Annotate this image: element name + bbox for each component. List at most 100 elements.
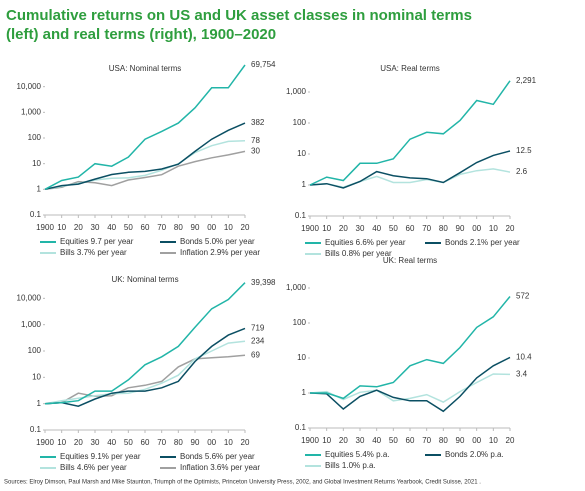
y-tick-label: 10 — [297, 149, 306, 158]
end-label: 572 — [516, 292, 530, 301]
x-tick-label: 80 — [174, 223, 183, 232]
y-tick-label: 10 — [297, 353, 306, 362]
chart-title: UK: Real terms — [383, 256, 437, 265]
y-tick-label: 0.1 — [295, 423, 307, 432]
series-line — [309, 373, 511, 403]
end-label: 12.5 — [516, 146, 532, 155]
end-label: 719 — [251, 324, 265, 333]
legend-label: Bonds 5.0% per year — [180, 237, 255, 246]
y-tick-label: 1 — [37, 399, 42, 408]
x-tick-label: 10 — [57, 438, 66, 447]
y-tick-label: 10 — [32, 372, 41, 381]
x-tick-label: 50 — [389, 436, 398, 445]
end-label: 3.4 — [516, 370, 528, 379]
x-tick-label: 10 — [224, 438, 233, 447]
x-tick-label: 20 — [506, 436, 515, 445]
end-label: 30 — [251, 147, 260, 156]
x-tick-label: 30 — [356, 436, 365, 445]
x-tick-label: 10 — [489, 224, 498, 233]
y-tick-label: 1 — [37, 184, 42, 193]
end-label: 69 — [251, 350, 260, 359]
x-tick-label: 90 — [191, 223, 200, 232]
legend-label: Bonds 2.0% p.a. — [445, 450, 504, 459]
x-tick-label: 00 — [207, 223, 216, 232]
x-tick-label: 40 — [372, 436, 381, 445]
legend-label: Inflation 3.6% per year — [180, 463, 260, 472]
series-line — [44, 122, 246, 191]
end-label: 10.4 — [516, 353, 532, 362]
legend-label: Bills 3.7% per year — [60, 248, 127, 257]
y-tick-label: 100 — [28, 133, 42, 142]
x-tick-label: 20 — [241, 438, 250, 447]
legend-label: Equities 9.1% per year — [60, 452, 141, 461]
y-tick-label: 0.1 — [30, 210, 42, 219]
x-tick-label: 80 — [439, 436, 448, 445]
end-label: 2,291 — [516, 76, 537, 85]
x-tick-label: 60 — [406, 436, 415, 445]
x-tick-label: 1900 — [301, 436, 319, 445]
x-tick-label: 00 — [207, 438, 216, 447]
legend-label: Equities 5.4% p.a. — [325, 450, 389, 459]
y-tick-label: 100 — [293, 118, 307, 127]
x-tick-label: 10 — [322, 436, 331, 445]
end-label: 234 — [251, 336, 265, 345]
x-tick-label: 70 — [422, 224, 431, 233]
x-tick-label: 1900 — [301, 224, 319, 233]
end-label: 2.6 — [516, 167, 528, 176]
figure-title: Cumulative returns on US and UK asset cl… — [6, 7, 472, 24]
x-tick-label: 10 — [322, 224, 331, 233]
series-line — [44, 340, 246, 405]
x-tick-label: 30 — [91, 438, 100, 447]
y-tick-label: 1,000 — [286, 87, 307, 96]
x-tick-label: 00 — [472, 224, 481, 233]
x-tick-label: 80 — [439, 224, 448, 233]
x-tick-label: 10 — [489, 436, 498, 445]
chart-title: USA: Real terms — [380, 64, 440, 73]
y-tick-label: 10 — [32, 159, 41, 168]
series-line — [309, 150, 511, 189]
x-tick-label: 90 — [456, 436, 465, 445]
x-tick-label: 70 — [157, 438, 166, 447]
chart-title: USA: Nominal terms — [109, 64, 181, 73]
series-line — [44, 150, 246, 191]
legend-label: Bills 4.6% per year — [60, 463, 127, 472]
source-note: Sources: Elroy Dimson, Paul Marsh and Mi… — [4, 480, 481, 486]
x-tick-label: 20 — [339, 436, 348, 445]
y-tick-label: 100 — [28, 346, 42, 355]
x-tick-label: 60 — [406, 224, 415, 233]
end-label: 78 — [251, 136, 260, 145]
series-line — [309, 80, 511, 186]
series-line — [44, 64, 246, 190]
x-tick-label: 80 — [174, 438, 183, 447]
y-tick-label: 10,000 — [17, 293, 42, 302]
legend-label: Bonds 2.1% per year — [445, 238, 520, 247]
series-line — [44, 282, 246, 405]
end-label: 382 — [251, 118, 265, 127]
chart-title: UK: Nominal terms — [111, 275, 178, 284]
x-tick-label: 10 — [224, 223, 233, 232]
y-tick-label: 0.1 — [30, 425, 42, 434]
x-tick-label: 20 — [506, 224, 515, 233]
x-tick-label: 50 — [389, 224, 398, 233]
y-tick-label: 10,000 — [17, 82, 42, 91]
x-tick-label: 20 — [74, 438, 83, 447]
y-tick-label: 1 — [302, 388, 307, 397]
x-tick-label: 00 — [472, 436, 481, 445]
y-tick-label: 0.1 — [295, 211, 307, 220]
x-tick-label: 1900 — [36, 438, 54, 447]
end-label: 69,754 — [251, 60, 276, 69]
x-tick-label: 50 — [124, 223, 133, 232]
y-tick-label: 100 — [293, 318, 307, 327]
y-tick-label: 1,000 — [21, 107, 42, 116]
series-line — [310, 296, 511, 400]
y-tick-label: 1,000 — [21, 320, 42, 329]
x-tick-label: 90 — [456, 224, 465, 233]
figure-title: (left) and real terms (right), 1900–2020 — [6, 26, 276, 43]
x-tick-label: 10 — [57, 223, 66, 232]
x-tick-label: 60 — [141, 438, 150, 447]
y-tick-label: 1 — [302, 180, 307, 189]
x-tick-label: 30 — [91, 223, 100, 232]
legend-label: Equities 9.7 per year — [60, 237, 134, 246]
x-tick-label: 90 — [191, 438, 200, 447]
